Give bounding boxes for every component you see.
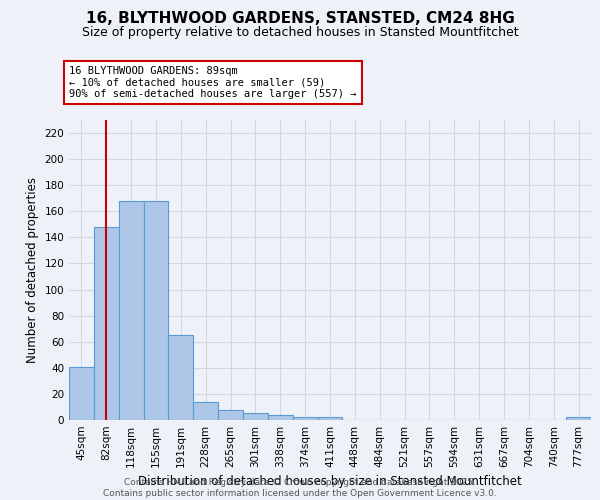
Text: 16 BLYTHWOOD GARDENS: 89sqm
← 10% of detached houses are smaller (59)
90% of sem: 16 BLYTHWOOD GARDENS: 89sqm ← 10% of det… [69,66,356,99]
X-axis label: Distribution of detached houses by size in Stansted Mountfitchet: Distribution of detached houses by size … [138,476,522,488]
Text: Size of property relative to detached houses in Stansted Mountfitchet: Size of property relative to detached ho… [82,26,518,39]
Y-axis label: Number of detached properties: Number of detached properties [26,177,39,363]
Text: Contains HM Land Registry data © Crown copyright and database right 2025.
Contai: Contains HM Land Registry data © Crown c… [103,478,497,498]
Bar [317,418,343,420]
Bar [69,366,94,420]
Bar [293,418,317,420]
Bar [169,335,193,420]
Bar [268,415,293,420]
Bar [94,227,119,420]
Bar [193,402,218,420]
Bar [119,201,143,420]
Bar [243,414,268,420]
Bar [143,201,169,420]
Bar [218,410,243,420]
Bar [566,418,591,420]
Text: 16, BLYTHWOOD GARDENS, STANSTED, CM24 8HG: 16, BLYTHWOOD GARDENS, STANSTED, CM24 8H… [86,11,514,26]
